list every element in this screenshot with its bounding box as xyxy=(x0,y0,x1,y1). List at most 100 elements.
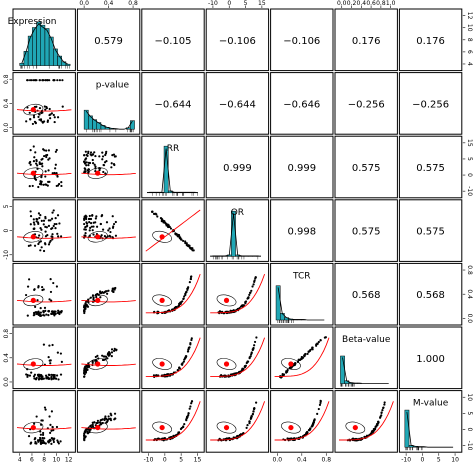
scatter-point xyxy=(43,314,46,317)
histogram-bar xyxy=(27,35,33,66)
correlation-value: −0.106 xyxy=(283,36,320,47)
scatter-point xyxy=(84,161,87,164)
scatter-point xyxy=(94,165,97,168)
scatter-point xyxy=(104,152,108,155)
scatter-point xyxy=(55,148,58,152)
scatter-point xyxy=(159,217,163,220)
tick-label: 15 xyxy=(466,139,473,147)
scatter-point xyxy=(187,414,190,417)
histogram-bar xyxy=(275,285,281,321)
scatter-point xyxy=(53,222,56,226)
scatter-point xyxy=(178,237,181,240)
scatter-point xyxy=(56,439,59,442)
scatter-point xyxy=(32,314,35,317)
scatter-point xyxy=(185,419,188,422)
scatter-point xyxy=(190,402,193,405)
scatter-point xyxy=(36,218,39,221)
scatter-point xyxy=(102,355,105,358)
scatter-point xyxy=(254,276,257,279)
scatter-point xyxy=(189,277,192,281)
scatter-point xyxy=(84,429,87,432)
scatter-point xyxy=(189,343,192,346)
scatter-point xyxy=(48,107,51,111)
scatter-point xyxy=(176,235,179,238)
scatter-point xyxy=(174,233,177,236)
scatter-point xyxy=(41,436,44,440)
scatter-point xyxy=(53,377,56,380)
scatter-point xyxy=(47,149,50,152)
scatter-point xyxy=(185,355,188,358)
scatter-point xyxy=(29,149,32,152)
panel-frame xyxy=(398,135,463,199)
scatter-point xyxy=(52,113,55,117)
variable-label: TCR xyxy=(292,271,311,281)
correlation-ellipse xyxy=(87,231,108,243)
scatter-point xyxy=(183,423,186,426)
scatter-point xyxy=(54,167,57,170)
scatter-point xyxy=(152,212,156,215)
correlation-ellipse xyxy=(152,421,172,434)
scatter-point xyxy=(86,431,89,435)
correlation-value: 0.998 xyxy=(287,227,316,238)
scatter-point xyxy=(33,223,36,226)
smooth-line xyxy=(16,109,72,112)
density-curve xyxy=(85,110,133,130)
scatter-point xyxy=(106,292,109,295)
scatter-point xyxy=(105,221,109,224)
scatter-point xyxy=(168,225,171,229)
scatter-point xyxy=(89,428,92,431)
scatter-point xyxy=(184,240,187,243)
scatter-point xyxy=(44,309,47,312)
scatter-point xyxy=(59,235,63,238)
scatter-point xyxy=(110,166,113,169)
scatter-point xyxy=(88,221,91,224)
scatter-point xyxy=(58,222,61,225)
scatter-point xyxy=(44,408,47,411)
mean-point xyxy=(223,424,230,431)
scatter-point xyxy=(113,163,116,167)
scatter-point xyxy=(240,304,243,307)
panel-frame xyxy=(141,135,205,199)
scatter-point xyxy=(52,281,55,285)
scatter-point xyxy=(383,403,386,406)
scatter-point xyxy=(37,115,40,119)
scatter-point xyxy=(317,407,320,411)
scatter-point xyxy=(85,225,88,228)
scatter-point xyxy=(29,442,32,445)
scatter-point xyxy=(188,407,191,410)
correlation-value: 0.575 xyxy=(352,227,381,238)
scatter-point xyxy=(381,409,384,412)
scatter-point xyxy=(156,215,159,218)
scatter-point xyxy=(87,152,90,155)
scatter-point xyxy=(40,219,43,222)
scatter-point xyxy=(95,295,98,299)
panel-frame xyxy=(76,135,141,199)
mean-point xyxy=(223,297,230,303)
scatter-point xyxy=(41,433,45,436)
correlation-value: 0.999 xyxy=(287,163,316,174)
histogram-bar xyxy=(32,27,37,66)
scatter-point xyxy=(27,435,31,438)
scatter-point xyxy=(103,234,107,238)
scatter-point xyxy=(105,355,108,358)
scatter-point xyxy=(114,234,118,237)
scatter-point xyxy=(42,183,45,186)
tick-label: -10 xyxy=(3,250,10,260)
tick-label: 0.4 xyxy=(3,353,10,363)
scatter-point xyxy=(25,373,28,376)
scatter-point xyxy=(166,373,169,376)
scatter-point xyxy=(312,421,315,424)
density-curve xyxy=(149,148,196,193)
tick-label: 10 xyxy=(451,457,459,464)
scatter-point xyxy=(35,415,38,418)
scatter-point xyxy=(42,311,45,314)
scatter-point xyxy=(44,374,48,377)
scatter-point xyxy=(47,441,50,444)
tick-label: 12 xyxy=(466,12,473,20)
scatter-point xyxy=(93,163,96,166)
scatter-point xyxy=(252,283,255,286)
scatter-point xyxy=(26,314,29,317)
tick-label: 0.4 xyxy=(466,289,473,299)
scatter-point xyxy=(35,162,38,165)
scatter-point xyxy=(101,158,104,161)
